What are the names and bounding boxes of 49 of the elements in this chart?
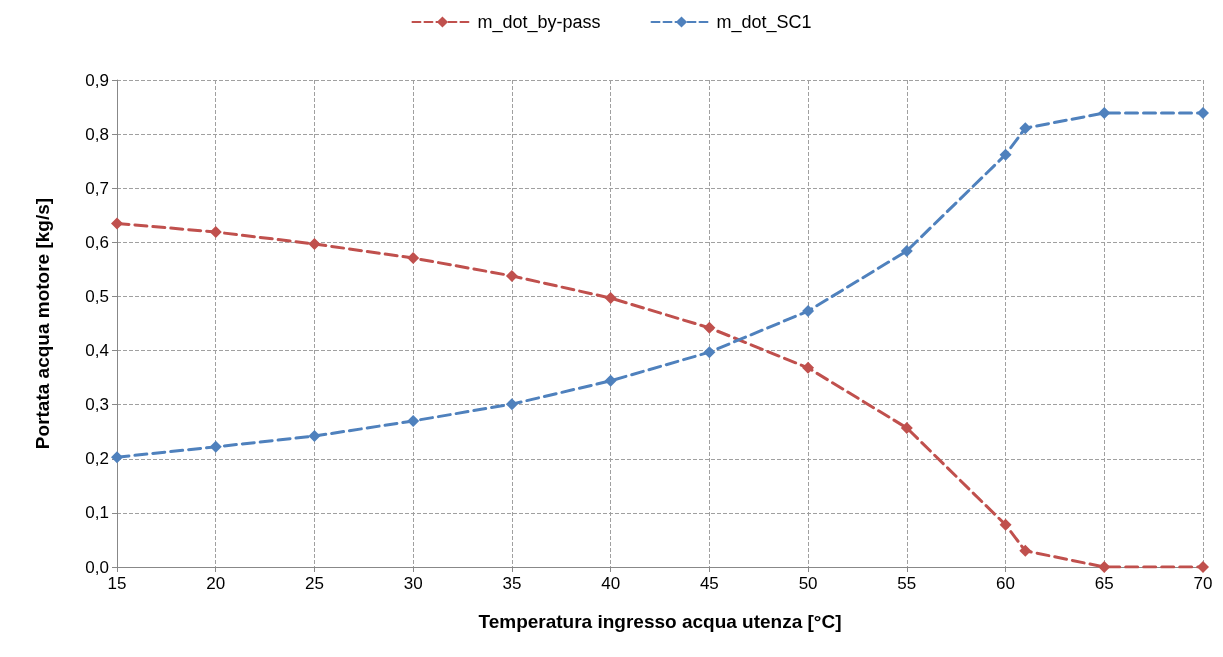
- y-tick-label: 0,5: [85, 286, 109, 306]
- point: [407, 414, 420, 427]
- y-tick-label: 0,6: [85, 232, 109, 252]
- point: [407, 252, 420, 265]
- x-tick-label: 55: [897, 574, 917, 593]
- point: [604, 374, 617, 387]
- point: [703, 321, 716, 334]
- x-tick-label: 40: [601, 574, 621, 593]
- point: [308, 430, 321, 443]
- point: [308, 237, 321, 250]
- point: [1197, 107, 1209, 120]
- point: [111, 451, 123, 464]
- x-tick-label: 20: [206, 574, 226, 593]
- x-tick-label: 60: [996, 574, 1016, 593]
- legend-label: m_dot_SC1: [716, 12, 812, 33]
- x-tick-label: 50: [798, 574, 818, 593]
- legend-label: m_dot_by-pass: [477, 12, 601, 33]
- x-tick-label: 15: [107, 574, 127, 593]
- point: [999, 148, 1012, 161]
- y-tick-label: 0,1: [85, 503, 109, 523]
- point: [1019, 122, 1032, 135]
- point: [900, 244, 913, 257]
- y-tick-label: 0,4: [85, 341, 109, 361]
- point: [802, 361, 815, 374]
- point: [900, 421, 913, 434]
- point: [505, 269, 518, 282]
- point: [604, 292, 617, 305]
- point: [111, 217, 123, 230]
- x-axis-title: Temperatura ingresso acqua utenza [°C]: [478, 611, 842, 632]
- y-tick-label: 0,2: [85, 449, 109, 469]
- y-tick-label: 0,9: [85, 70, 109, 90]
- y-tick-label: 0,7: [85, 178, 109, 198]
- x-tick-label: 45: [699, 574, 719, 593]
- point: [209, 440, 222, 453]
- x-tick-label: 70: [1193, 574, 1213, 593]
- x-tick-label: 25: [304, 574, 324, 593]
- x-tick-label: 35: [502, 574, 522, 593]
- y-tick-label: 0,0: [85, 557, 109, 577]
- point: [1019, 544, 1032, 557]
- point: [802, 305, 815, 318]
- point: [1197, 561, 1209, 573]
- x-tick-label: 30: [403, 574, 423, 593]
- point: [999, 518, 1012, 531]
- y-tick-label: 0,8: [85, 124, 109, 144]
- point: [703, 346, 716, 359]
- y-axis-title: Portata acqua motore [kg/s]: [32, 197, 53, 450]
- y-tick-label: 0,3: [85, 395, 109, 415]
- x-tick-label: 65: [1094, 574, 1114, 593]
- point: [505, 398, 518, 411]
